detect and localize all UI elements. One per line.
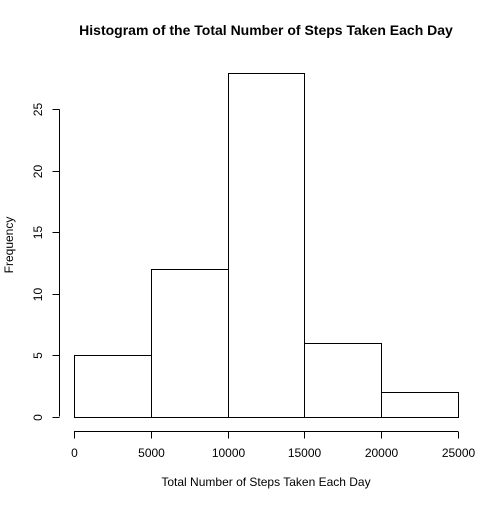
x-tick-label: 20000 xyxy=(365,446,399,460)
histogram-bar-3 xyxy=(228,73,305,418)
histogram-bar-2 xyxy=(151,269,229,418)
chart-title: Histogram of the Total Number of Steps T… xyxy=(79,22,453,38)
histogram-bar-4 xyxy=(304,343,382,418)
y-axis-label: Frequency xyxy=(2,217,16,274)
y-tick-label: 0 xyxy=(31,414,45,421)
y-axis: 0 5 10 15 20 25 xyxy=(31,103,60,421)
y-tick-label: 25 xyxy=(31,103,45,117)
y-tick-label: 10 xyxy=(31,288,45,302)
x-tick-label: 0 xyxy=(71,446,78,460)
y-tick-label: 5 xyxy=(31,352,45,359)
x-tick-label: 5000 xyxy=(138,446,165,460)
bars-layer xyxy=(74,73,459,418)
y-tick-label: 15 xyxy=(31,226,45,240)
histogram-bar-5 xyxy=(381,392,459,418)
x-axis-label: Total Number of Steps Taken Each Day xyxy=(161,475,370,489)
x-axis: 0 5000 10000 15000 20000 25000 xyxy=(71,431,476,460)
y-tick-label: 20 xyxy=(31,165,45,179)
histogram-bar-1 xyxy=(74,355,152,418)
x-tick-label: 10000 xyxy=(212,446,246,460)
x-tick-label: 15000 xyxy=(288,446,322,460)
x-tick-label: 25000 xyxy=(442,446,476,460)
